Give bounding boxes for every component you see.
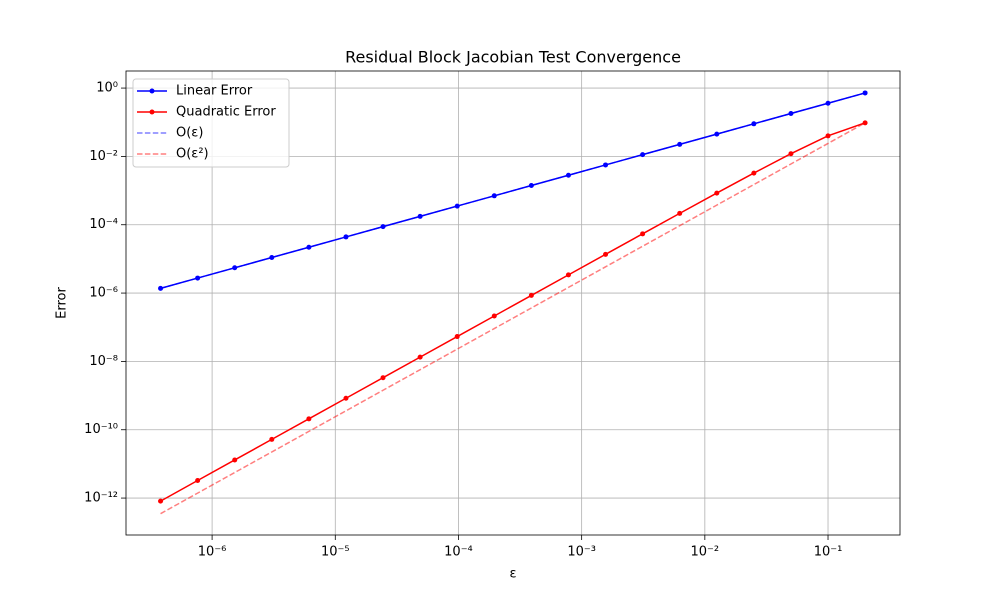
data-point — [232, 265, 238, 271]
x-tick-label: 10⁻⁵ — [321, 545, 350, 560]
data-point — [565, 272, 571, 278]
data-point — [491, 193, 497, 199]
data-point — [232, 457, 238, 463]
y-tick-label: 10⁻⁸ — [89, 354, 118, 369]
y-tick-label: 10⁻¹⁰ — [84, 422, 118, 437]
x-axis-label: ε — [509, 567, 516, 582]
x-tick-label: 10⁻¹ — [814, 545, 843, 560]
data-point — [269, 436, 275, 442]
data-point — [788, 151, 794, 157]
data-point — [751, 170, 757, 176]
data-point — [195, 478, 201, 484]
plot-frame — [125, 70, 901, 536]
legend-label: Linear Error — [176, 84, 253, 99]
y-tick-label: 10⁻¹² — [84, 491, 118, 506]
data-point — [528, 183, 534, 189]
data-point — [454, 203, 460, 209]
data-point — [825, 133, 831, 139]
series-line — [160, 122, 866, 502]
data-point — [603, 251, 609, 257]
data-point — [306, 416, 312, 422]
data-point — [195, 275, 201, 281]
data-point — [491, 313, 497, 319]
x-tick-label: 10⁻⁴ — [444, 545, 473, 560]
legend-marker — [149, 109, 155, 115]
series-line — [160, 92, 866, 290]
data-point — [862, 120, 868, 126]
y-tick-label: 10⁻⁴ — [89, 217, 118, 232]
data-point — [714, 190, 720, 196]
x-tick-label: 10⁻⁶ — [198, 545, 227, 560]
data-point — [158, 285, 164, 291]
data-point — [454, 334, 460, 340]
legend-label: O(ε²) — [176, 147, 209, 162]
data-point — [158, 498, 164, 504]
data-point — [343, 395, 349, 401]
legend-label: O(ε) — [176, 126, 203, 141]
y-tick-label: 10⁰ — [96, 81, 118, 96]
x-tick-label: 10⁻² — [691, 545, 720, 560]
chart-title: Residual Block Jacobian Test Convergence — [345, 48, 681, 67]
data-point — [528, 292, 534, 298]
legend-marker — [149, 88, 155, 94]
data-point — [417, 354, 423, 360]
data-point — [862, 90, 868, 96]
data-point — [380, 375, 386, 381]
y-axis-label: Error — [55, 287, 70, 319]
x-tick-label: 10⁻³ — [567, 545, 596, 560]
legend: Linear Error Quadratic Error O(ε) O(ε²) — [132, 78, 290, 168]
data-point — [788, 111, 794, 117]
data-point — [640, 231, 646, 237]
y-tick-label: 10⁻⁶ — [89, 286, 118, 301]
y-tick-label: 10⁻² — [89, 149, 118, 164]
legend-box — [132, 78, 290, 168]
data-point — [751, 121, 757, 127]
legend-label: Quadratic Error — [176, 105, 276, 120]
data-point — [677, 210, 683, 216]
